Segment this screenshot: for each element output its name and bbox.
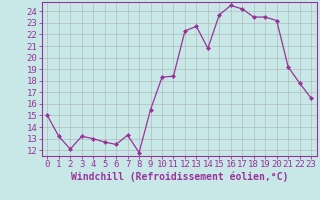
X-axis label: Windchill (Refroidissement éolien,°C): Windchill (Refroidissement éolien,°C): [70, 172, 288, 182]
